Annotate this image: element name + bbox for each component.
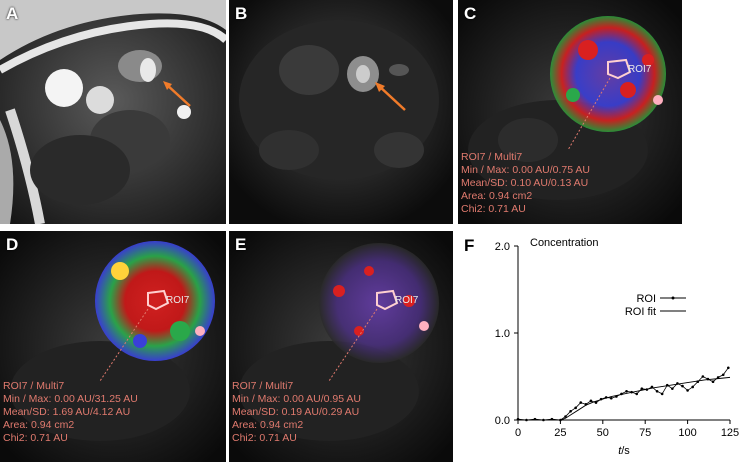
x-tick-label: 25 [554, 427, 566, 439]
mri-image-b [229, 0, 453, 224]
series-line-roi-fit [518, 376, 731, 421]
x-tick-label: 100 [678, 427, 696, 439]
legend-marker-roi [671, 296, 675, 300]
roi-stat-line: Chi2: 0.71 AU [461, 203, 526, 215]
data-point-roi [660, 392, 664, 396]
panel-label: B [235, 4, 248, 23]
data-point-roi [655, 389, 659, 393]
data-point-roi [665, 383, 669, 387]
data-point-roi [589, 399, 593, 403]
data-point-roi [716, 376, 720, 379]
roi-stat-line: Chi2: 0.71 AU [3, 432, 68, 444]
data-point-roi [559, 418, 562, 422]
roi-stat-line: Min / Max: 0.00 AU/0.95 AU [232, 393, 361, 405]
data-point-roi [564, 415, 567, 418]
data-point-roi [630, 390, 633, 394]
data-point-roi [671, 387, 674, 390]
data-point-roi [550, 417, 554, 421]
mri-image-a [0, 0, 226, 224]
data-point-roi [640, 387, 644, 390]
mri-overlay-c [458, 0, 682, 224]
legend-label-roi-fit: ROI fit [625, 306, 656, 318]
roi-stat-line: Chi2: 0.71 AU [232, 432, 297, 444]
data-point-roi [584, 403, 588, 406]
data-point-roi [533, 417, 537, 421]
data-point-roi [635, 392, 639, 396]
data-point-roi [579, 401, 583, 404]
data-point-roi [615, 395, 618, 398]
data-point-roi [542, 418, 545, 422]
data-point-roi [645, 388, 649, 391]
legend-label-roi: ROI [636, 293, 656, 305]
data-point-roi [525, 418, 528, 422]
panel-label: D [6, 235, 19, 254]
data-point-roi [620, 392, 623, 396]
y-tick-label: 2.0 [495, 241, 510, 253]
x-axis-label: t/s [618, 445, 630, 457]
data-point-roi [609, 396, 613, 400]
roi-stat-line: Mean/SD: 1.69 AU/4.12 AU [3, 406, 131, 418]
y-tick-label: 1.0 [495, 328, 510, 340]
roi-stat-line: Min / Max: 0.00 AU/0.75 AU [461, 164, 590, 176]
roi-stat-line: ROI7 / Multi7 [461, 151, 523, 163]
panel-label: F [464, 236, 475, 255]
roi-tag: ROI7 [395, 295, 419, 306]
data-point-roi [701, 375, 705, 378]
data-point-roi [681, 384, 684, 388]
roi-stat-line: Min / Max: 0.00 AU/31.25 AU [3, 393, 138, 405]
x-tick-label: 0 [515, 427, 521, 439]
panel-label: C [464, 4, 477, 23]
x-tick-label: 125 [721, 427, 739, 439]
data-point-roi [599, 397, 603, 401]
panel-label: E [235, 235, 247, 254]
data-point-roi [721, 373, 725, 377]
roi-stats: ROI7 / Multi7 Min / Max: 0.00 AU/0.75 AU… [461, 151, 590, 216]
data-point-roi [625, 389, 628, 393]
panel-e-parametric-map: E ROI7 ROI7 / Multi7 Min / Max: 0.00 AU/… [229, 231, 453, 462]
mri-overlay-d [0, 231, 226, 462]
concentration-chart: 0.0 1.0 2.0 0 25 50 75 100 125 t/s Concentration RO… [495, 237, 739, 457]
roi-stat-line: Area: 0.94 cm2 [3, 419, 75, 431]
data-point-roi [650, 385, 654, 389]
data-point-roi [686, 389, 689, 392]
data-point-roi [727, 366, 730, 370]
data-point-roi [516, 417, 520, 421]
data-point-roi [594, 401, 598, 404]
roi-stats: ROI7 / Multi7 Min / Max: 0.00 AU/0.95 AU… [232, 380, 361, 445]
panel-c-parametric-map: C ROI7 ROI7 / Multi7 Min / Max: 0.00 AU/… [458, 0, 682, 224]
data-point-roi [706, 377, 710, 381]
data-point-roi [569, 410, 572, 413]
roi-stat-line: Area: 0.94 cm2 [232, 419, 304, 431]
y-tick-label: 0.0 [495, 415, 510, 427]
roi-stats: ROI7 / Multi7 Min / Max: 0.00 AU/31.25 A… [3, 380, 138, 445]
data-point-roi [711, 380, 715, 384]
mri-overlay-e [229, 231, 453, 462]
roi-tag: ROI7 [166, 295, 190, 306]
panel-d-parametric-map: D ROI7 ROI7 / Multi7 Min / Max: 0.00 AU/… [0, 231, 226, 462]
roi-stat-line: Area: 0.94 cm2 [461, 190, 533, 202]
data-point-roi [604, 396, 608, 399]
panel-f-concentration-chart: F 0.0 1.0 2.0 0 25 50 75 100 125 t/s Concentration… [460, 230, 744, 462]
x-tick-label: 50 [597, 427, 609, 439]
panel-a-mri-t2: A [0, 0, 226, 224]
data-point-roi [691, 385, 694, 389]
roi-stat-line: Mean/SD: 0.19 AU/0.29 AU [232, 406, 360, 418]
chart-title: Concentration [530, 237, 599, 249]
panel-b-mri-dwi: B [229, 0, 453, 224]
roi-stat-line: ROI7 / Multi7 [3, 380, 65, 392]
panel-label: A [6, 4, 19, 23]
roi-tag: ROI7 [628, 64, 652, 75]
data-point-roi [676, 382, 679, 385]
data-point-roi [696, 380, 700, 384]
x-tick-label: 75 [639, 427, 651, 439]
data-point-roi [574, 406, 577, 410]
roi-stat-line: ROI7 / Multi7 [232, 380, 294, 392]
roi-stat-line: Mean/SD: 0.10 AU/0.13 AU [461, 177, 589, 189]
